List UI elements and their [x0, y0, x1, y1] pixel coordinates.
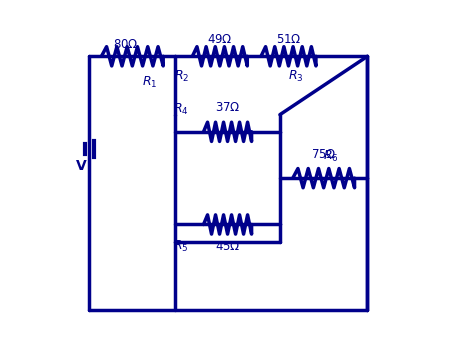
Text: $75\Omega$: $75\Omega$ [311, 148, 337, 161]
Text: $R_3$: $R_3$ [288, 69, 303, 84]
Text: $R_4$: $R_4$ [173, 102, 188, 117]
Text: $45\Omega$: $45\Omega$ [215, 240, 240, 253]
Text: V: V [75, 159, 86, 173]
Text: $37\Omega$: $37\Omega$ [215, 101, 240, 114]
Text: $R_6$: $R_6$ [323, 149, 338, 164]
Text: $49\Omega$: $49\Omega$ [207, 33, 233, 46]
Text: $R_1$: $R_1$ [142, 74, 157, 90]
Text: $R_2$: $R_2$ [174, 69, 190, 84]
Text: $80\Omega$: $80\Omega$ [113, 38, 138, 51]
Text: $R_5$: $R_5$ [173, 239, 188, 254]
Text: $51\Omega$: $51\Omega$ [276, 33, 301, 46]
